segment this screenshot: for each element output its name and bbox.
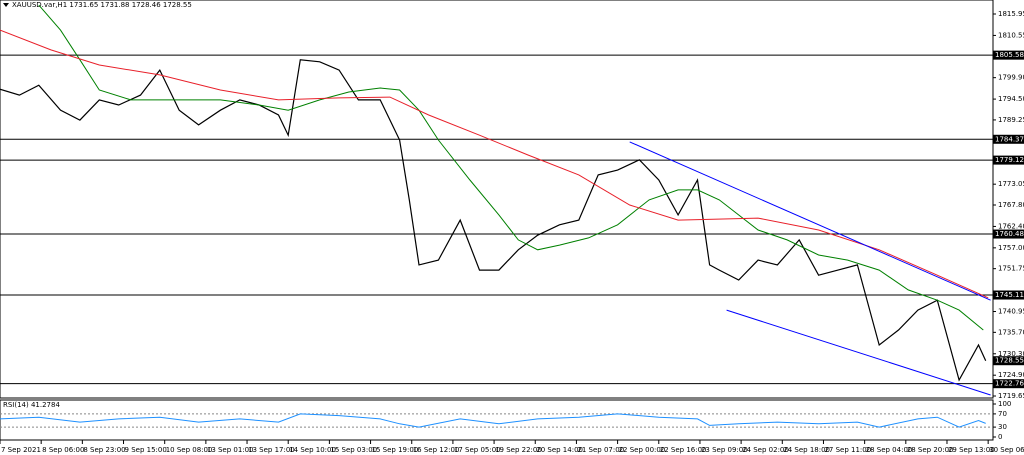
level-label-bg (993, 379, 1024, 389)
level-label-bg (993, 50, 1024, 60)
x-tick-label: 13 Sep 17:00 (248, 446, 295, 454)
x-tick-label: 8 Sep 23:00 (83, 446, 125, 454)
level-label: 1745.11 (993, 290, 1024, 300)
y-tick-label: 1789.25 (998, 116, 1024, 124)
x-tick-label: 22 Sep 16:00 (660, 446, 707, 454)
x-tick-label: 16 Sep 12:00 (413, 446, 460, 454)
x-tick-label: 22 Sep 00:00 (619, 446, 666, 454)
y-tick-label: 1740.95 (998, 308, 1024, 316)
level-label-bg (993, 134, 1024, 144)
x-tick-label: 17 Sep 05:00 (454, 446, 501, 454)
x-tick-label: 14 Sep 10:00 (289, 446, 336, 454)
level-label-text: 1805.58 (995, 51, 1024, 59)
level-label-text: 1779.12 (995, 156, 1024, 164)
y-tick-label: 1799.90 (998, 74, 1024, 82)
x-tick-label: 23 Sep 09:00 (701, 446, 748, 454)
last-price-bg (993, 356, 1024, 366)
y-tick-label: 100 (998, 400, 1011, 408)
y-tick-label: 70 (998, 410, 1007, 418)
rsi-frame (0, 399, 994, 441)
x-tick-label: 8 Sep 06:00 (42, 446, 84, 454)
level-label: 1722.76 (993, 379, 1024, 389)
symbol-header: XAUUSD.var,H1 1731.65 1731.88 1728.46 17… (12, 1, 192, 9)
x-tick-label: 9 Sep 15:00 (125, 446, 167, 454)
y-tick-label: 1815.95 (998, 10, 1024, 18)
level-label: 1784.37 (993, 134, 1024, 144)
y-tick-label: 1735.70 (998, 328, 1024, 336)
y-tick-label: 1762.40 (998, 222, 1024, 230)
y-tick-label: 1724.90 (998, 371, 1024, 379)
series-line (38, 4, 984, 331)
series-line (0, 29, 989, 299)
level-label-text: 1745.11 (995, 291, 1024, 299)
last-price-text: 1728.55 (995, 357, 1024, 365)
level-label-text: 1722.76 (995, 380, 1024, 388)
x-tick-label: 15 Sep 19:00 (372, 446, 419, 454)
y-tick-label: 1730.30 (998, 350, 1024, 358)
x-tick-label: 10 Sep 08:00 (166, 446, 213, 454)
level-label-bg (993, 290, 1024, 300)
y-tick-label: 30 (998, 423, 1007, 431)
y-tick-label: 1810.55 (998, 31, 1024, 39)
y-tick-label: 0 (998, 433, 1002, 441)
level-label-bg (993, 155, 1024, 165)
y-tick-label: 1794.50 (998, 95, 1024, 103)
main-frame (0, 0, 994, 399)
x-tick-label: 13 Sep 01:00 (207, 446, 254, 454)
y-tick-label: 1719.65 (998, 392, 1024, 400)
x-tick-label: 24 Sep 18:00 (783, 446, 830, 454)
y-tick-label: 1773.05 (998, 180, 1024, 188)
x-tick-label: 19 Sep 22:00 (495, 446, 542, 454)
x-tick-label: 7 Sep 2021 (1, 446, 41, 454)
x-tick-label: 20 Sep 14:00 (536, 446, 583, 454)
x-tick-label: 27 Sep 11:00 (824, 446, 871, 454)
y-tick-label: 1751.75 (998, 265, 1024, 273)
x-tick-label: 28 Sep 04:00 (866, 446, 913, 454)
x-tick-label: 21 Sep 07:00 (577, 446, 624, 454)
level-label: 1805.58 (993, 50, 1024, 60)
level-label-text: 1760.48 (995, 230, 1024, 238)
series-line (629, 141, 991, 301)
x-tick-label: 28 Sep 20:00 (907, 446, 954, 454)
series-line (0, 59, 987, 382)
level-label-text: 1784.37 (995, 135, 1024, 143)
panel-title: RSI(14) 41.2784 (3, 401, 60, 409)
series-line (0, 413, 986, 428)
x-tick-label: 29 Sep 13:00 (948, 446, 995, 454)
series-line (726, 309, 991, 396)
menu-arrow (3, 3, 9, 7)
y-tick-label: 1757.00 (998, 244, 1024, 252)
level-label: 1760.48 (993, 229, 1024, 239)
x-tick-label: 15 Sep 03:00 (330, 446, 377, 454)
x-tick-label: 24 Sep 02:00 (742, 446, 789, 454)
x-tick-label: 30 Sep 06:00 (989, 446, 1024, 454)
last-price-label: 1728.55 (993, 356, 1024, 366)
level-label: 1779.12 (993, 155, 1024, 165)
y-tick-label: 1767.80 (998, 201, 1024, 209)
level-label-bg (993, 229, 1024, 239)
